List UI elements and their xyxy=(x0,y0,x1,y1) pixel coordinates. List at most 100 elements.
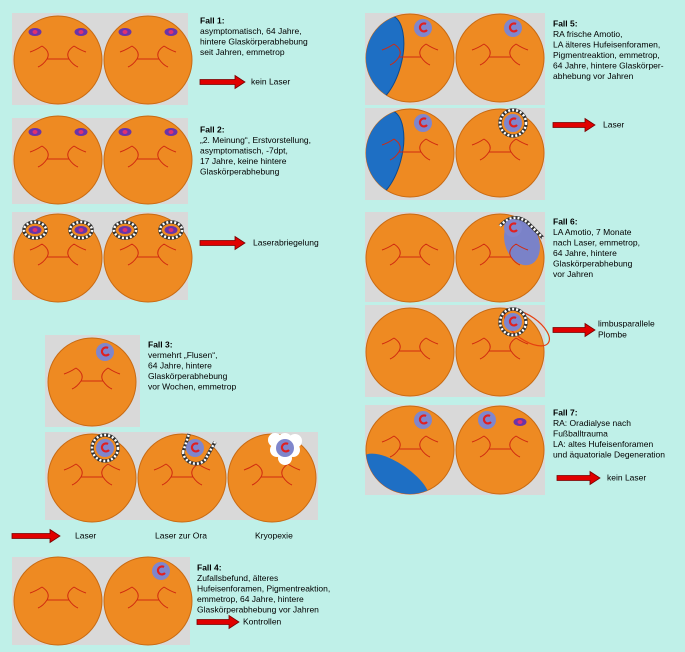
action-label: kein Laser xyxy=(251,76,290,86)
retina xyxy=(455,13,545,103)
foramen xyxy=(414,19,432,37)
retina xyxy=(455,405,545,495)
case-title: Fall 1: xyxy=(200,15,225,25)
laser-ring xyxy=(90,433,120,463)
foramen-flap xyxy=(100,346,110,357)
eye xyxy=(365,405,455,495)
vessels xyxy=(119,586,177,609)
action-label: Plombe xyxy=(598,329,627,339)
vessels xyxy=(63,463,121,486)
retina xyxy=(103,15,193,105)
tear-center xyxy=(32,30,38,34)
eye-content xyxy=(366,453,431,494)
eye xyxy=(455,213,545,303)
case-description: emmetrop, 64 Jahre, hintere xyxy=(197,594,304,604)
laser-ring xyxy=(112,220,138,240)
laser-ring xyxy=(499,216,544,239)
case-description: Hufeisenforamen, Pigmentreaktion, xyxy=(197,583,330,593)
vessels xyxy=(63,367,121,390)
foramen-flap xyxy=(156,565,166,576)
case-description: seit Jahren, emmetrop xyxy=(200,47,285,57)
action-label: Laser xyxy=(603,119,624,129)
foramen xyxy=(96,343,114,361)
vessels xyxy=(153,463,211,486)
arrow xyxy=(196,614,240,630)
eye xyxy=(455,13,545,103)
retina xyxy=(13,556,103,646)
case-title: Fall 4: xyxy=(197,562,222,572)
retina xyxy=(13,213,103,303)
laser-ring xyxy=(22,220,48,240)
foramen xyxy=(96,439,114,457)
action-label: limbusparallele xyxy=(598,318,655,328)
vessels xyxy=(119,243,177,266)
case-title: Fall 5: xyxy=(553,18,578,28)
eye xyxy=(103,115,193,205)
foramen xyxy=(504,19,522,37)
vessels xyxy=(29,145,87,168)
case-description: nach Laser, emmetrop, xyxy=(553,237,640,247)
tear-center xyxy=(78,130,84,134)
arrow xyxy=(11,528,61,544)
foramen-flap xyxy=(418,117,428,128)
foramen-flap xyxy=(418,22,428,33)
vessels xyxy=(29,45,87,68)
tear-center xyxy=(32,228,38,232)
tear-center xyxy=(32,130,38,134)
foramen xyxy=(478,411,496,429)
case-description: vor Wochen, emmetrop xyxy=(148,381,236,391)
case-title: Fall 7: xyxy=(553,407,578,417)
retina xyxy=(47,337,137,427)
case-description: Pigmentreaktion, emmetrop, xyxy=(553,50,660,60)
vessels xyxy=(29,243,87,266)
retina xyxy=(13,15,103,105)
case-description: Zufallsbefund, älteres xyxy=(197,573,278,583)
action-label: Laserabriegelung xyxy=(253,237,319,247)
foramen-flap xyxy=(508,117,518,128)
foramen-flap xyxy=(280,442,290,453)
eye xyxy=(455,307,550,397)
retina xyxy=(365,213,455,303)
case-description: 64 Jahre, hintere Glaskörper- xyxy=(553,60,664,70)
tear-center xyxy=(517,420,523,424)
case-description: RA: Oradialyse nach xyxy=(553,418,631,428)
arrow xyxy=(556,470,601,486)
case-description: 64 Jahre, hintere xyxy=(148,360,212,370)
eye xyxy=(47,433,137,523)
eye xyxy=(103,15,193,105)
tear-center xyxy=(122,130,128,134)
tear-center xyxy=(168,228,174,232)
case-description: RA frische Amotio, xyxy=(553,29,622,39)
laser-ring xyxy=(498,307,528,337)
vessels xyxy=(471,435,529,458)
foramen xyxy=(504,114,522,132)
vessels xyxy=(119,145,177,168)
laser-ring xyxy=(68,220,94,240)
vessels xyxy=(381,337,439,360)
vessels xyxy=(381,435,439,458)
case-title: Fall 3: xyxy=(148,339,173,349)
foramen-flap xyxy=(508,22,518,33)
vessels xyxy=(119,45,177,68)
case-description: Glaskörperabhebung vor Jahren xyxy=(197,604,319,614)
foramen xyxy=(414,411,432,429)
vessels xyxy=(471,43,529,66)
foramen-flap xyxy=(508,222,518,233)
foramen-flap xyxy=(508,316,518,327)
eye xyxy=(137,433,227,523)
eye xyxy=(365,307,455,397)
action-label: Laser xyxy=(75,530,96,540)
case-title: Fall 2: xyxy=(200,124,225,134)
retina xyxy=(103,115,193,205)
case-description: hintere Glaskörperabhebung xyxy=(200,36,308,46)
foramen xyxy=(276,439,294,457)
case-description: Glaskörperabhebung xyxy=(200,166,280,176)
arrow xyxy=(552,322,596,338)
eye xyxy=(455,108,545,198)
foramen xyxy=(186,439,204,457)
tear-center xyxy=(168,130,174,134)
case-description: LA älteres Hufeisenforamen, xyxy=(553,39,660,49)
case-description: 64 Jahre, hintere xyxy=(553,248,617,258)
eye xyxy=(13,213,103,303)
